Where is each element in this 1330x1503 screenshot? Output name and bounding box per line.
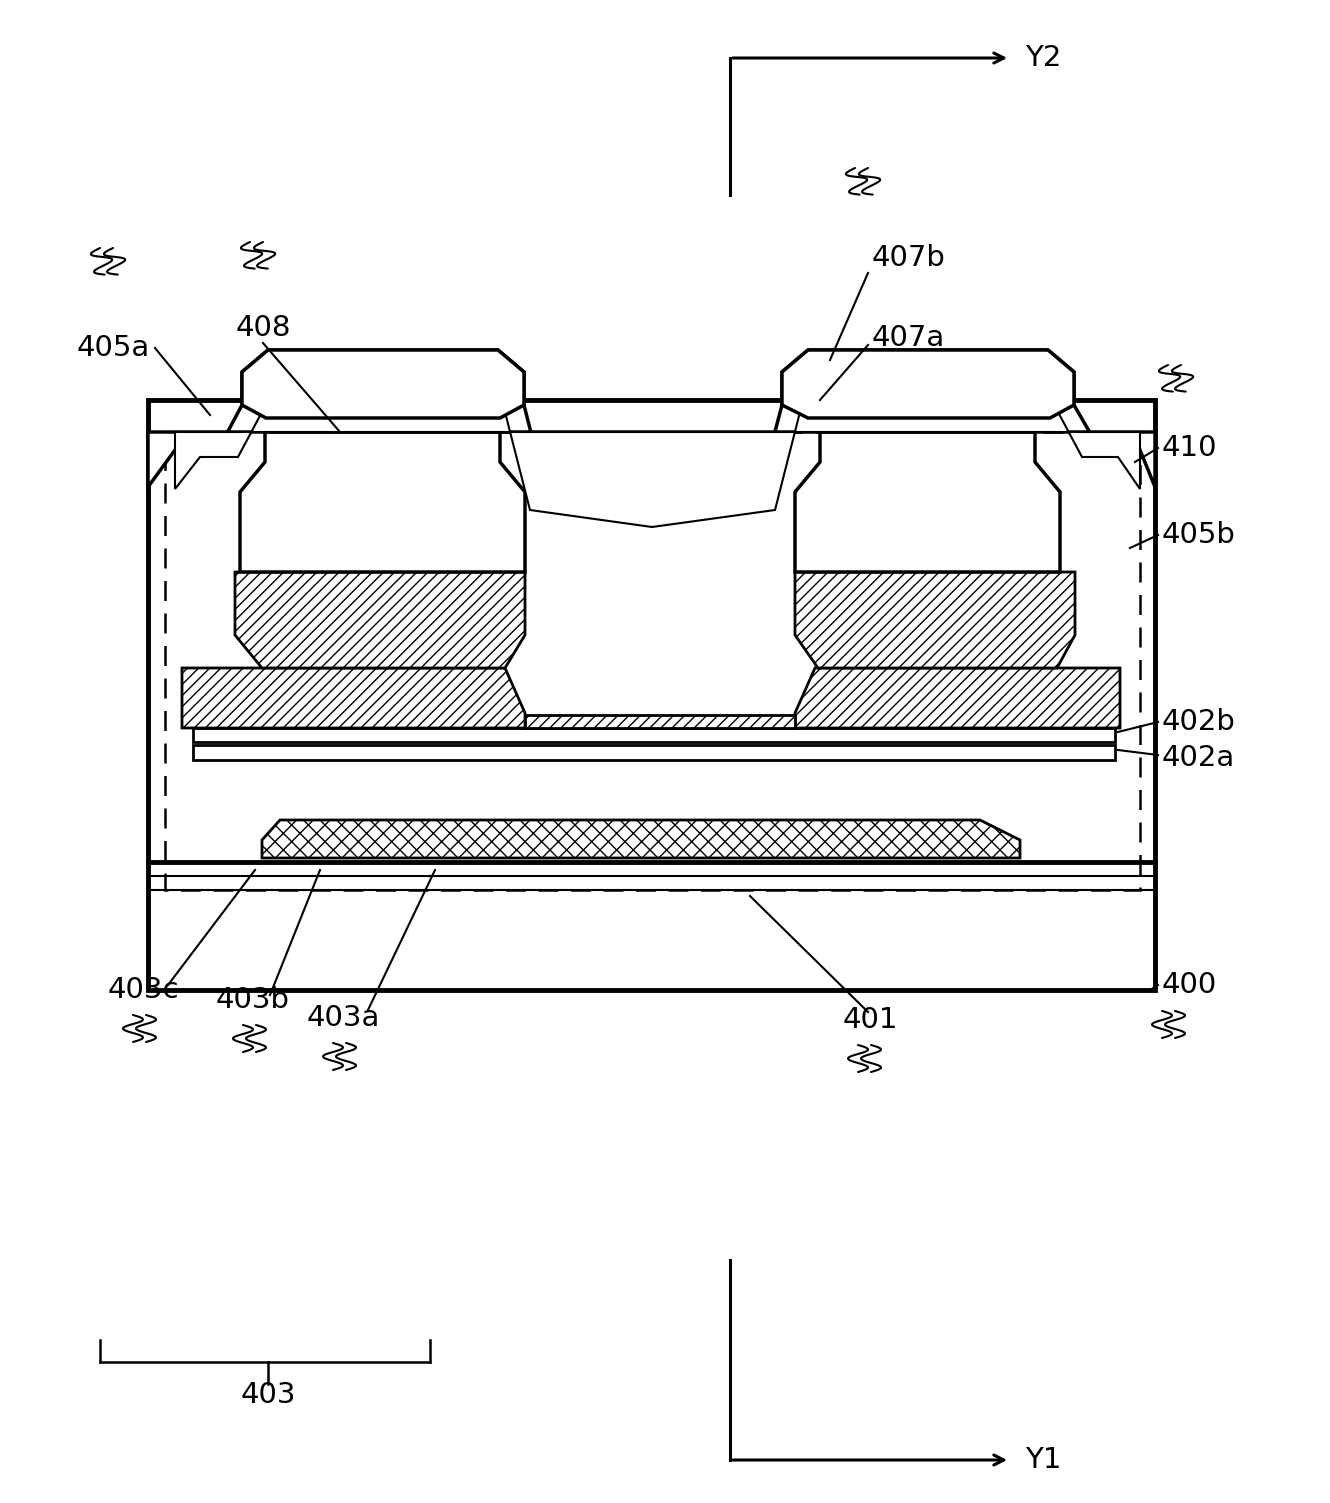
Polygon shape	[262, 821, 1020, 858]
Polygon shape	[795, 667, 1120, 727]
Text: 407a: 407a	[872, 325, 946, 352]
Polygon shape	[193, 745, 1115, 761]
Polygon shape	[795, 573, 1075, 667]
Bar	[165, 431, 1140, 890]
Polygon shape	[235, 573, 525, 667]
Text: 401: 401	[842, 1006, 898, 1034]
Text: 405a: 405a	[76, 334, 150, 362]
Polygon shape	[239, 431, 525, 573]
Text: 405b: 405b	[1162, 522, 1236, 549]
Text: 400: 400	[1162, 971, 1217, 999]
Polygon shape	[525, 715, 795, 727]
Text: 408: 408	[235, 314, 291, 343]
Text: Y1: Y1	[1025, 1446, 1061, 1474]
Polygon shape	[193, 727, 1115, 742]
Polygon shape	[795, 431, 1060, 573]
Text: Y2: Y2	[1025, 44, 1061, 72]
Polygon shape	[148, 350, 1154, 514]
Text: 403c: 403c	[108, 975, 178, 1004]
Text: 407b: 407b	[872, 243, 946, 272]
Polygon shape	[182, 667, 525, 727]
Text: 403b: 403b	[215, 986, 290, 1015]
Bar	[148, 400, 1154, 990]
Polygon shape	[242, 350, 524, 418]
Text: 403a: 403a	[306, 1004, 379, 1033]
Text: 403: 403	[241, 1381, 295, 1408]
Text: 410: 410	[1162, 434, 1217, 461]
Text: 402b: 402b	[1162, 708, 1236, 736]
Polygon shape	[782, 350, 1075, 418]
Text: 402a: 402a	[1162, 744, 1236, 773]
Polygon shape	[176, 362, 1140, 528]
